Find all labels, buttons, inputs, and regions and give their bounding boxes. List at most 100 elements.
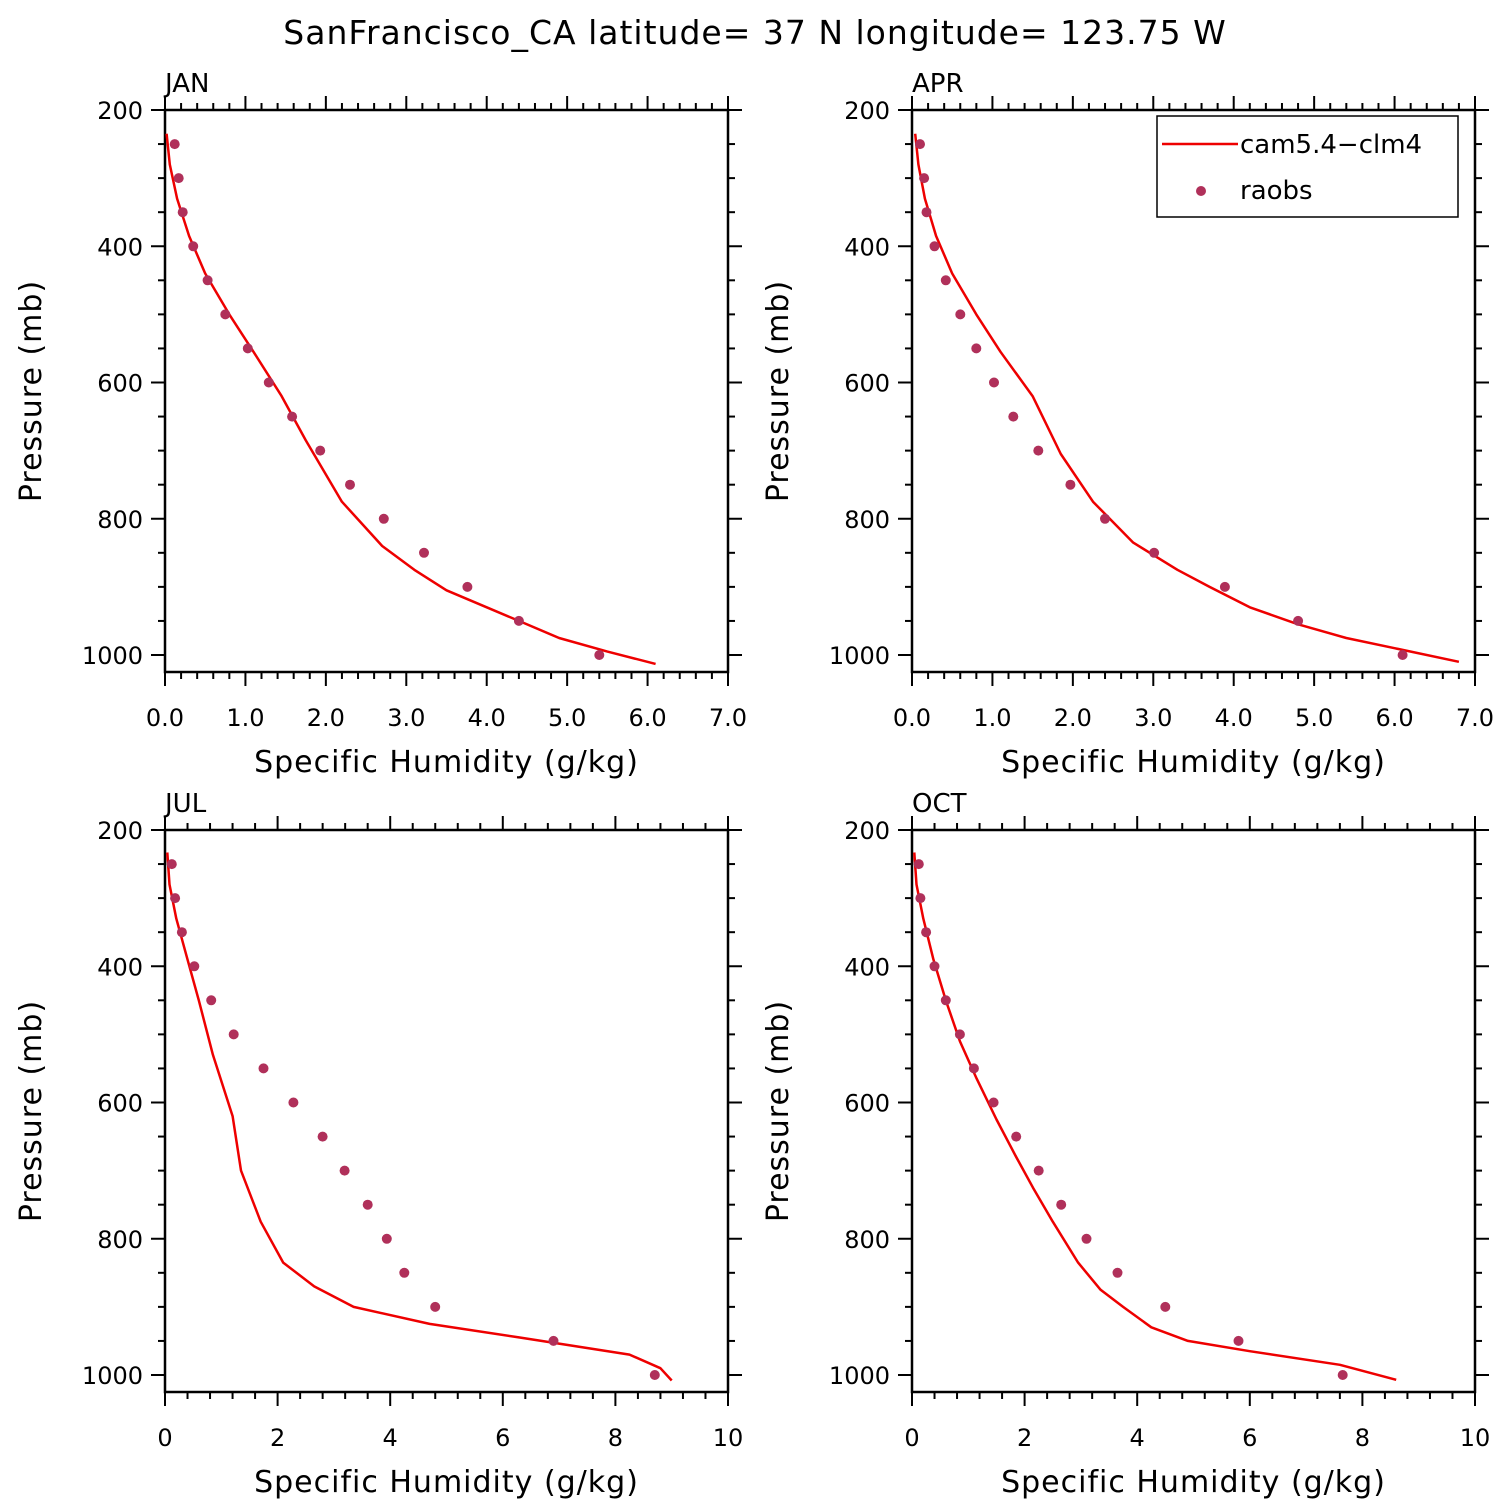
x-tick-label: 3.0 — [387, 704, 425, 732]
y-axis-label: Pressure (mb) — [14, 280, 49, 502]
plot-frame — [163, 828, 730, 1394]
raobs-point — [258, 1063, 269, 1074]
raobs-point — [173, 173, 184, 184]
y-axis-label: Pressure (mb) — [761, 1000, 796, 1222]
x-tick-label: 4.0 — [1215, 704, 1253, 732]
raobs-point — [989, 377, 999, 388]
y-tick-label: 200 — [844, 817, 890, 845]
x-tick-label: 4 — [1130, 1424, 1145, 1452]
raobs-point — [170, 893, 181, 904]
raobs-point — [166, 859, 177, 870]
x-tick-label: 7.0 — [709, 704, 747, 732]
raobs-point — [1081, 1233, 1092, 1244]
raobs-point — [968, 1063, 979, 1074]
raobs-point — [288, 1097, 299, 1108]
raobs-point — [242, 343, 253, 354]
raobs-point — [339, 1165, 350, 1176]
raobs-point — [1219, 581, 1230, 592]
x-tick-label: 2 — [1017, 1424, 1032, 1452]
y-tick-label: 600 — [97, 1090, 143, 1118]
raobs-point — [1337, 1370, 1348, 1380]
y-tick-label: 400 — [97, 233, 143, 261]
x-axis-label: Specific Humidity (g/kg) — [254, 1465, 639, 1500]
x-tick-label: 4.0 — [468, 704, 506, 732]
model-profile-line — [165, 133, 656, 666]
x-tick-label: 2.0 — [307, 704, 345, 732]
raobs-point — [228, 1029, 239, 1040]
x-tick-label: 8 — [608, 1424, 623, 1452]
raobs-point — [315, 445, 326, 456]
x-tick-label: 2.0 — [1054, 704, 1092, 732]
raobs-point — [1065, 479, 1076, 490]
raobs-point — [929, 961, 940, 972]
raobs-point — [940, 995, 951, 1006]
chart-panel-oct: OCT 200 400 600 800 1000 0 2 4 6 8 10 Specific Humid… — [761, 789, 1490, 1500]
x-tick-label: 6.0 — [1375, 704, 1413, 732]
raobs-point — [399, 1267, 410, 1278]
raobs-point — [1149, 547, 1160, 558]
x-tick-label: 5.0 — [1295, 704, 1333, 732]
x-tick-label: 7.0 — [1456, 704, 1494, 732]
raobs-point — [940, 275, 951, 286]
raobs-point — [177, 207, 188, 218]
x-tick-label: 1.0 — [973, 704, 1011, 732]
raobs-point — [1293, 615, 1304, 626]
y-tick-label: 600 — [97, 370, 143, 398]
y-tick-label: 1000 — [82, 1362, 143, 1390]
legend-box — [1156, 115, 1459, 218]
y-tick-label: 400 — [97, 953, 143, 981]
x-tick-label: 5.0 — [548, 704, 586, 732]
raobs-point — [1397, 650, 1408, 660]
raobs-point — [971, 343, 982, 354]
y-tick-label: 1000 — [829, 1362, 890, 1390]
raobs-point — [287, 411, 298, 422]
raobs-point — [1011, 1131, 1022, 1142]
raobs-point — [169, 139, 180, 150]
raobs-point — [929, 241, 940, 252]
raobs-point — [1112, 1267, 1123, 1278]
raobs-point — [1100, 513, 1110, 524]
y-tick-label: 800 — [844, 1226, 890, 1254]
raobs-point — [954, 1029, 965, 1040]
raobs-point — [1233, 1335, 1244, 1346]
x-tick-label: 0.0 — [893, 704, 931, 732]
y-tick-label: 800 — [844, 506, 890, 534]
x-tick-label: 6.0 — [628, 704, 666, 732]
x-tick-label: 3.0 — [1134, 704, 1172, 732]
y-axis-label: Pressure (mb) — [761, 280, 796, 502]
figure-title: SanFrancisco_CA latitude= 37 N longitude… — [283, 13, 1226, 52]
y-tick-label: 1000 — [829, 642, 890, 670]
x-tick-label: 8 — [1355, 1424, 1370, 1452]
raobs-point — [176, 927, 187, 938]
panel-label: JAN — [163, 69, 209, 99]
raobs-point — [345, 479, 355, 490]
y-tick-label: 600 — [844, 1090, 890, 1118]
raobs-point — [188, 241, 199, 252]
y-tick-label: 800 — [97, 1226, 143, 1254]
raobs-point — [263, 377, 274, 388]
raobs-point — [649, 1370, 660, 1380]
y-tick-label: 200 — [97, 817, 143, 845]
panels-group: JAN 200 400 600 800 1000 0.0 1.0 2.0 3.0 4.0 5.0 6.0… — [14, 69, 1494, 1500]
x-tick-label: 6 — [495, 1424, 510, 1452]
y-axis-label: Pressure (mb) — [14, 1000, 49, 1222]
raobs-point — [189, 961, 200, 972]
raobs-point — [921, 927, 932, 938]
raobs-point — [220, 309, 231, 320]
raobs-point — [1160, 1301, 1171, 1312]
raobs-point — [915, 893, 926, 904]
x-tick-label: 4 — [383, 1424, 398, 1452]
legend-marker-swatch — [1196, 186, 1206, 196]
chart-panel-apr: APR 200 400 600 800 1000 0.0 1.0 2.0 3.0 4.0 5.0 6.0… — [761, 69, 1494, 780]
y-tick-label: 1000 — [82, 642, 143, 670]
x-tick-label: 0 — [157, 1424, 172, 1452]
legend-model-label: cam5.4−clm4 — [1240, 130, 1422, 160]
x-tick-label: 6 — [1242, 1424, 1257, 1452]
x-tick-label: 2 — [270, 1424, 285, 1452]
y-tick-label: 400 — [844, 953, 890, 981]
raobs-point — [594, 650, 605, 660]
x-tick-label: 10 — [713, 1424, 744, 1452]
legend-obs-label: raobs — [1240, 176, 1313, 206]
